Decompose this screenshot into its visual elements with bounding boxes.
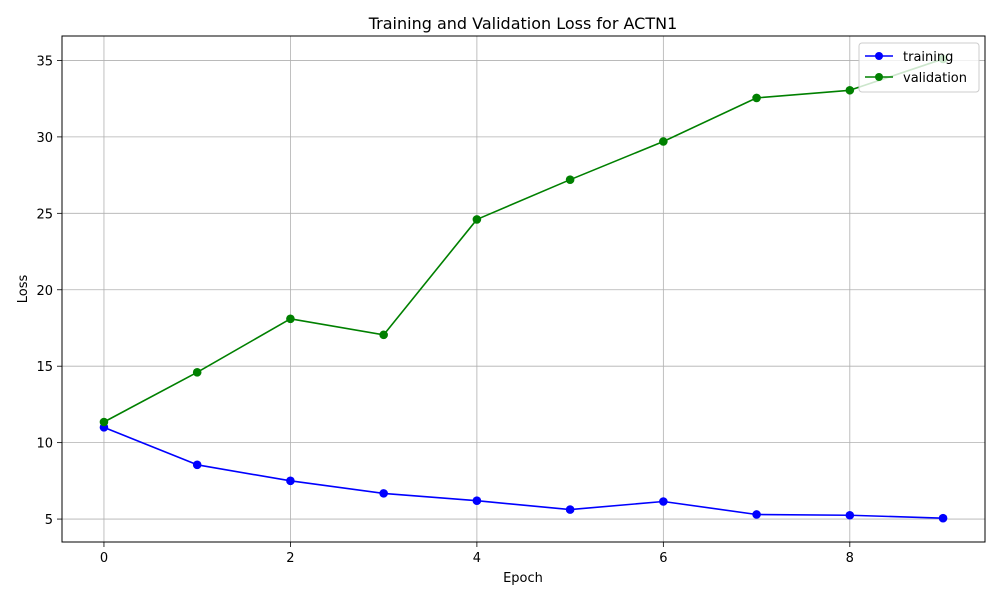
y-tick-label: 35: [36, 54, 53, 69]
x-axis-label: Epoch: [503, 571, 543, 586]
x-tick-label: 4: [473, 551, 481, 566]
axis-ticks: 0 2 4 6 8 5 10 15 20 25 30 35: [36, 54, 854, 566]
y-tick-label: 15: [36, 360, 53, 375]
data-point-training: [845, 510, 855, 520]
chart-title: Training and Validation Loss for ACTN1: [368, 14, 678, 33]
y-tick-label: 20: [36, 284, 53, 299]
data-point-training: [565, 505, 575, 514]
y-axis-label: Loss: [16, 275, 31, 304]
x-tick-label: 8: [846, 551, 854, 566]
x-tick-label: 6: [659, 551, 667, 566]
legend-label-training: training: [903, 50, 953, 65]
series-line-training: [103, 426, 944, 519]
data-point-validation: [565, 175, 575, 184]
y-tick-label: 5: [45, 513, 53, 528]
grid-lines: [62, 36, 985, 542]
x-tick-label: 2: [286, 551, 294, 566]
series-layer: [99, 54, 948, 523]
data-point-training: [752, 510, 761, 519]
data-point-validation: [472, 215, 482, 224]
data-point-validation: [752, 93, 761, 103]
data-point-training: [938, 513, 948, 523]
series-line-validation: [103, 58, 944, 423]
legend-marker-validation: [875, 73, 883, 81]
data-point-validation: [845, 85, 855, 95]
data-point-training: [379, 489, 388, 498]
data-point-training: [192, 460, 202, 470]
legend-marker-training: [875, 52, 883, 60]
y-tick-label: 10: [36, 437, 53, 452]
data-point-training: [659, 497, 668, 506]
plot-area-frame: [61, 35, 986, 543]
legend: training validation: [858, 42, 980, 93]
data-point-validation: [286, 314, 295, 324]
y-tick-label: 30: [36, 131, 53, 146]
data-point-validation: [192, 368, 202, 377]
x-tick-label: 0: [100, 551, 108, 566]
legend-label-validation: validation: [903, 71, 967, 86]
y-tick-label: 25: [36, 207, 53, 222]
data-point-training: [472, 496, 482, 506]
data-point-validation: [379, 330, 388, 340]
data-point-training: [286, 476, 295, 486]
data-point-validation: [659, 137, 668, 146]
data-point-validation: [99, 417, 109, 427]
